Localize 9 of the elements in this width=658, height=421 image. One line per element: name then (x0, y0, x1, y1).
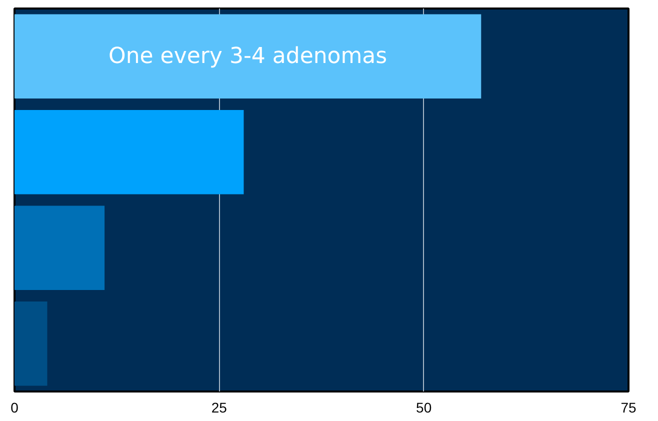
bar (14, 14, 482, 99)
annotation: One every 3-4 adenomas (108, 44, 388, 69)
x-tick-label: 25 (211, 400, 228, 416)
bar (14, 301, 48, 386)
x-tick-label: 50 (416, 400, 432, 416)
bar (14, 110, 244, 194)
x-tick-label: 75 (620, 400, 636, 416)
bar (14, 206, 105, 290)
x-tick-label: 0 (10, 400, 19, 416)
